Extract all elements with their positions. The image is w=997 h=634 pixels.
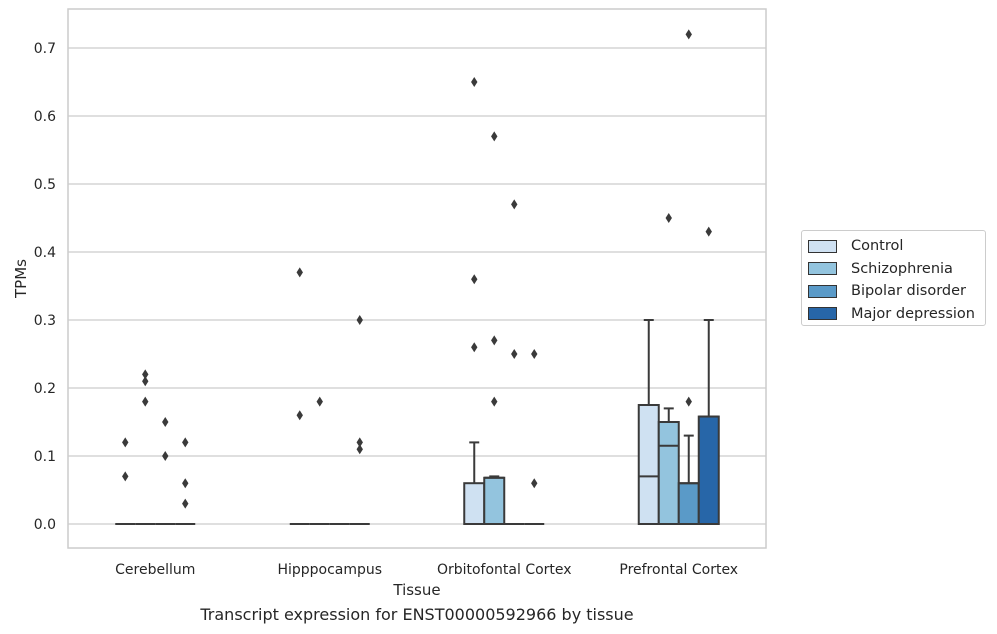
outlier-point	[316, 396, 323, 407]
outlier-point	[491, 131, 498, 142]
legend-item-schizophrenia: Schizophrenia	[808, 258, 979, 281]
outlier-point	[471, 77, 478, 87]
outlier-point	[356, 437, 363, 448]
x-axis-title: Tissue	[392, 581, 440, 599]
y-tick-label: 0.3	[34, 313, 56, 329]
legend-item-bipolar-disorder: Bipolar disorder	[808, 280, 979, 303]
legend-label: Schizophrenia	[851, 260, 953, 277]
axes: 0.0 0.1 0.2 0.3 0.4 0.5 0.6 0.7 Cerebellum Hipppo…	[34, 8, 767, 578]
outlier-point	[685, 396, 692, 407]
legend-label: Control	[851, 238, 904, 255]
box-marks	[115, 29, 720, 526]
box-body	[483, 476, 506, 526]
x-tick-label: Orbitofontal Cortex	[437, 562, 572, 578]
x-tick-label: Prefrontal Cortex	[619, 562, 738, 578]
box-2-1	[483, 131, 506, 526]
box-3-3	[697, 226, 720, 525]
legend-swatch-bipolar-disorder	[808, 284, 837, 298]
legend-label: Bipolar disorder	[851, 283, 966, 300]
plot-frame	[67, 8, 767, 549]
box-0-1	[135, 369, 156, 525]
outlier-point	[685, 29, 692, 40]
legend-label: Major depression	[851, 305, 975, 322]
outlier-point	[471, 342, 478, 353]
legend: Control Schizophrenia Bipolar disorder M…	[801, 230, 986, 326]
outlier-point	[162, 451, 169, 461]
y-tick-label: 0.6	[34, 109, 56, 125]
outlier-point	[122, 437, 129, 448]
outlier-point	[665, 213, 672, 223]
box-1-0	[289, 267, 310, 525]
outlier-point	[356, 444, 363, 455]
y-tick-label: 0.4	[34, 245, 56, 261]
x-tick-label: Hipppocampus	[277, 562, 382, 578]
box-0-2	[155, 417, 176, 525]
outlier-point	[511, 349, 518, 359]
x-tick-label: Cerebellum	[115, 562, 195, 578]
y-tick-label: 0.5	[34, 177, 56, 193]
outlier-point	[491, 335, 498, 346]
box-2-3	[524, 349, 545, 525]
box-0-0	[115, 437, 136, 525]
outlier-point	[182, 498, 189, 509]
outlier-point	[491, 396, 498, 407]
outlier-point	[296, 267, 303, 278]
y-tick-label: 0.0	[34, 517, 56, 533]
y-tick-label: 0.1	[34, 449, 56, 465]
legend-item-control: Control	[808, 235, 979, 258]
outlier-point	[356, 315, 363, 325]
outlier-point	[296, 410, 303, 421]
y-axis-title: TPMs	[12, 259, 30, 299]
outlier-point	[162, 417, 169, 427]
box-0-3	[175, 437, 196, 525]
outlier-point	[142, 396, 149, 407]
y-tick-label: 0.7	[34, 41, 56, 57]
outlier-point	[122, 471, 129, 482]
outlier-point	[182, 478, 189, 489]
box-body	[677, 482, 700, 526]
box-body	[657, 421, 680, 525]
box-1-3	[349, 315, 370, 525]
outlier-point	[471, 274, 478, 285]
box-2-0	[463, 77, 486, 526]
box-body	[697, 415, 720, 525]
outlier-point	[511, 199, 518, 210]
legend-swatch-major-depression	[808, 307, 837, 321]
outlier-point	[531, 478, 538, 489]
box-body	[637, 404, 660, 525]
outlier-point	[531, 349, 538, 359]
box-3-2	[677, 29, 700, 526]
box-3-0	[637, 319, 660, 525]
outlier-point	[705, 226, 712, 237]
legend-swatch-control	[808, 239, 837, 253]
outlier-point	[142, 369, 149, 380]
box-2-2	[504, 199, 525, 525]
box-1-1	[309, 396, 330, 525]
box-body	[463, 482, 486, 526]
outlier-point	[142, 376, 149, 387]
legend-swatch-schizophrenia	[808, 262, 837, 276]
chart-caption: Transcript expression for ENST0000059296…	[200, 605, 634, 624]
legend-item-major-depression: Major depression	[808, 303, 979, 326]
box-3-1	[657, 213, 680, 525]
y-tick-label: 0.2	[34, 381, 56, 397]
outlier-point	[182, 437, 189, 448]
grid-lines	[68, 47, 766, 525]
